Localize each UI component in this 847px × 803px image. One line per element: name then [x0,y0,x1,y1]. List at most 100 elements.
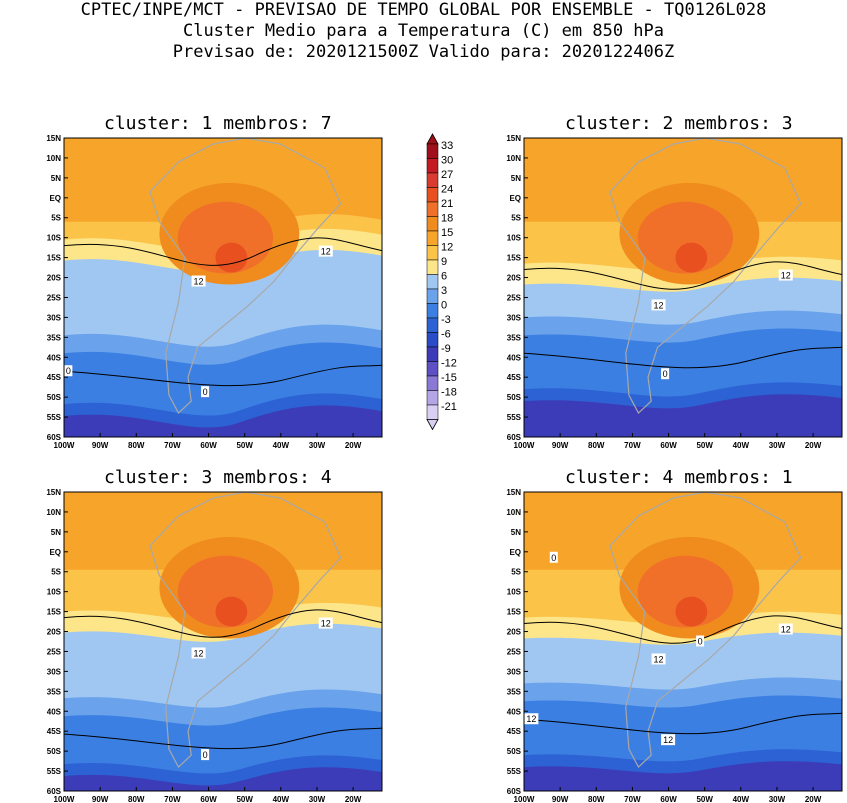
lat-label: 35S [507,687,522,696]
map-frame [63,491,383,792]
colorbar-label: 21 [441,198,453,210]
lon-label: 60W [660,441,677,450]
lat-label: 5S [51,568,61,577]
colorbar-swatch [426,288,439,304]
lon-label: 40W [733,795,750,803]
colorbar-swatch [426,187,439,203]
lat-label: 10S [507,588,522,597]
header: CPTEC/INPE/MCT - PREVISAO DE TEMPO GLOBA… [0,0,847,63]
colorbar-label: 6 [441,271,447,283]
contour-label-bg [696,635,705,647]
lat-label: 25S [47,293,62,302]
lat-label: 20S [47,628,62,637]
lat-label: 20S [47,274,62,283]
lat-label: EQ [509,548,521,557]
lat-label: 15N [46,488,61,497]
colorbar-swatch [426,230,439,246]
warm-core [637,201,734,274]
contour-label-bg [201,749,210,761]
colorbar-label: -18 [441,387,457,399]
colorbar-label: 9 [441,256,447,268]
temperature-band [64,767,382,791]
lat-label: 50S [47,747,62,756]
temperature-band [524,761,842,791]
colorbar-swatch [426,259,439,275]
colorbar-label: 27 [441,169,453,181]
lat-label: 15S [507,254,522,263]
warm-core-peak [675,242,708,273]
temperature-band [64,405,382,437]
lat-label: 60S [47,433,62,442]
lat-label: 5N [511,528,521,537]
lat-label: 25S [507,647,522,656]
lat-label: 15S [507,608,522,617]
colorbar-label: -3 [441,314,451,326]
header-line-1: CPTEC/INPE/MCT - PREVISAO DE TEMPO GLOBA… [80,0,767,20]
colorbar-swatch [426,274,439,290]
lat-label: 10S [47,234,62,243]
lon-label: 30W [769,441,786,450]
contour-label-bg [524,713,539,725]
lon-label: 90W [92,441,109,450]
contour-label: 0 [663,369,668,379]
lon-label: 20W [805,795,822,803]
colorbar-label: -9 [441,343,451,355]
lat-label: 30S [507,667,522,676]
lon-label: 70W [164,795,181,803]
lat-label: 10N [46,508,61,517]
lat-label: 40S [47,707,62,716]
lat-label: 20S [507,628,522,637]
map-frame [523,491,843,792]
lat-label: 60S [507,787,522,796]
lat-label: 5N [51,528,61,537]
panel-title-3: cluster: 3 membros: 4 [104,467,332,488]
colorbar-label: 15 [441,227,453,239]
colorbar-swatch [426,172,439,188]
lat-label: 55S [507,413,522,422]
lat-label: 20S [507,274,522,283]
lat-label: EQ [509,194,521,203]
lat-label: 50S [507,747,522,756]
warm-core-peak [215,242,248,273]
lat-label: 60S [47,787,62,796]
lon-label: 40W [733,441,750,450]
colorbar-swatch [426,158,439,174]
warm-core [637,555,734,628]
contour-0 [524,712,842,735]
lon-label: 90W [552,441,569,450]
contour-label: 12 [781,625,791,635]
lon-label: 50W [696,441,713,450]
contour-0 [524,346,842,369]
colorbar-swatch [426,317,439,333]
lat-label: 25S [47,647,62,656]
lon-label: 20W [345,795,362,803]
lat-label: 35S [47,687,62,696]
lat-label: 15S [47,608,62,617]
lat-label: 55S [47,413,62,422]
colorbar-swatch [426,245,439,261]
lat-label: 45S [47,373,62,382]
lat-label: 50S [507,393,522,402]
lat-label: 30S [507,313,522,322]
contour-label-bg [318,617,333,629]
lat-label: 15N [506,134,521,143]
lon-label: 80W [588,795,605,803]
colorbar-swatch [426,143,439,159]
colorbar-swatch [426,303,439,319]
contour-12 [64,237,382,266]
lon-label: 50W [236,795,253,803]
contour-label: 12 [654,300,664,310]
lon-label: 30W [309,795,326,803]
colorbar-label: 18 [441,213,453,225]
colorbar-swatch [426,375,439,391]
lon-label: 90W [92,795,109,803]
colorbar-label: 3 [441,285,447,297]
contour-label: 12 [321,247,331,257]
temperature-band [524,394,842,437]
lon-label: 80W [588,441,605,450]
contour-label-bg [201,386,210,398]
contour-label-bg [651,653,666,665]
colorbar-swatch [426,332,439,348]
lat-label: 5N [51,174,61,183]
